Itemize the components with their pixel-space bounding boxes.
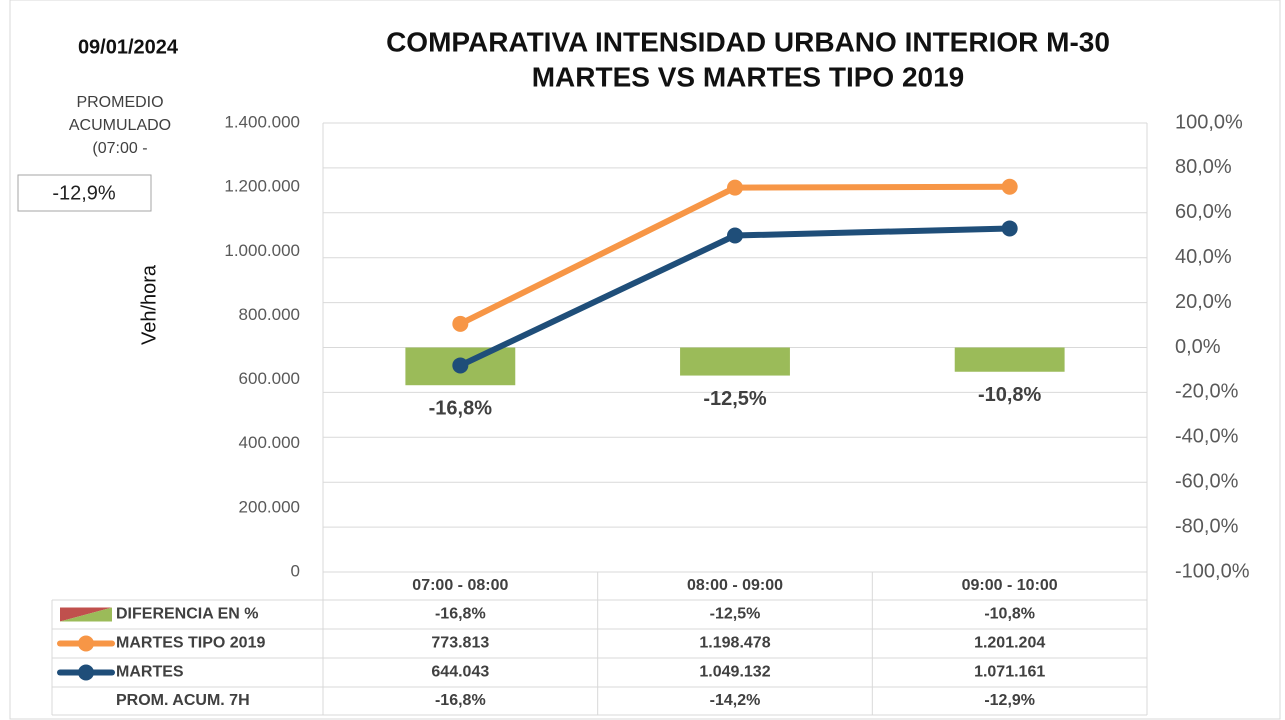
- table-cell: -10,8%: [984, 606, 1035, 623]
- table-cell: -16,8%: [435, 606, 486, 623]
- table-cell: 1.198.478: [699, 635, 770, 652]
- date: 09/01/2024: [78, 36, 179, 58]
- y-tick-label: 1.000.000: [224, 241, 300, 260]
- legend-label: MARTES: [116, 664, 184, 681]
- y2-tick-label: 20,0%: [1175, 291, 1232, 313]
- line: [457, 183, 1013, 327]
- y-tick-label: 200.000: [239, 497, 300, 516]
- summary-value: -12,9%: [52, 182, 116, 204]
- legend-label: MARTES TIPO 2019: [116, 635, 265, 652]
- y2-tick-label: -80,0%: [1175, 515, 1239, 537]
- table-cell: 1.049.132: [699, 664, 770, 681]
- marker: [1001, 220, 1018, 237]
- summary-label: ACUMULADO: [69, 117, 171, 134]
- marker: [727, 227, 743, 244]
- x-tick-label: 07:00 - 08:00: [412, 577, 508, 594]
- x-tick-label: 09:00 - 10:00: [962, 577, 1058, 594]
- data-label: -16,8%: [429, 397, 493, 419]
- data-label: -10,8%: [978, 384, 1042, 406]
- table-cell: 773.813: [431, 635, 489, 652]
- legend-key: [78, 635, 94, 652]
- y-tick-label: 1.200.000: [224, 177, 300, 196]
- summary-label: (07:00 -: [92, 140, 147, 157]
- table-cell: 644.043: [431, 664, 489, 681]
- legend-key: [60, 607, 112, 622]
- y2-tick-label: 40,0%: [1175, 246, 1232, 268]
- chart-title: COMPARATIVA INTENSIDAD URBANO INTERIOR M…: [386, 26, 1110, 57]
- summary-box: [17, 174, 152, 212]
- marker: [727, 179, 743, 196]
- y-tick-label: 800.000: [239, 305, 300, 324]
- y2-tick-label: 100,0%: [1175, 111, 1243, 133]
- row-label: PROM. ACUM. 7H: [116, 692, 250, 709]
- y2-tick-label: -100,0%: [1175, 560, 1250, 582]
- table-cell: -14,2%: [710, 692, 761, 709]
- data-label: -12,5%: [703, 388, 767, 410]
- y2-tick-label: 80,0%: [1175, 156, 1232, 178]
- table-cell: -12,9%: [984, 692, 1035, 709]
- table-cell: 1.071.161: [974, 664, 1045, 681]
- bar: [954, 347, 1065, 372]
- y-tick-label: 0: [291, 561, 300, 580]
- y2-tick-label: -60,0%: [1175, 470, 1239, 492]
- y-tick-label: 1.400.000: [224, 112, 300, 131]
- legend-label: DIFERENCIA EN %: [116, 606, 259, 623]
- frame: [9, 0, 1281, 720]
- marker: [452, 357, 469, 374]
- marker: [1001, 178, 1018, 195]
- marker: [452, 315, 469, 332]
- y2-tick-label: -20,0%: [1175, 381, 1239, 403]
- y2-tick-label: -40,0%: [1175, 426, 1239, 448]
- y-tick-label: 600.000: [239, 369, 300, 388]
- y-tick-label: 400.000: [239, 433, 300, 452]
- bar: [680, 347, 790, 376]
- legend-key: [78, 664, 94, 681]
- y2-tick-label: 0,0%: [1175, 336, 1221, 358]
- chart-subtitle: MARTES VS MARTES TIPO 2019: [532, 61, 965, 92]
- table-cell: -12,5%: [710, 606, 761, 623]
- table-cell: -16,8%: [435, 692, 486, 709]
- line: [457, 225, 1013, 369]
- y2-tick-label: 60,0%: [1175, 201, 1232, 223]
- y-axis-label: Veh/hora: [138, 264, 160, 345]
- x-tick-label: 08:00 - 09:00: [687, 577, 783, 594]
- table-cell: 1.201.204: [974, 635, 1045, 652]
- summary-label: PROMEDIO: [76, 94, 163, 111]
